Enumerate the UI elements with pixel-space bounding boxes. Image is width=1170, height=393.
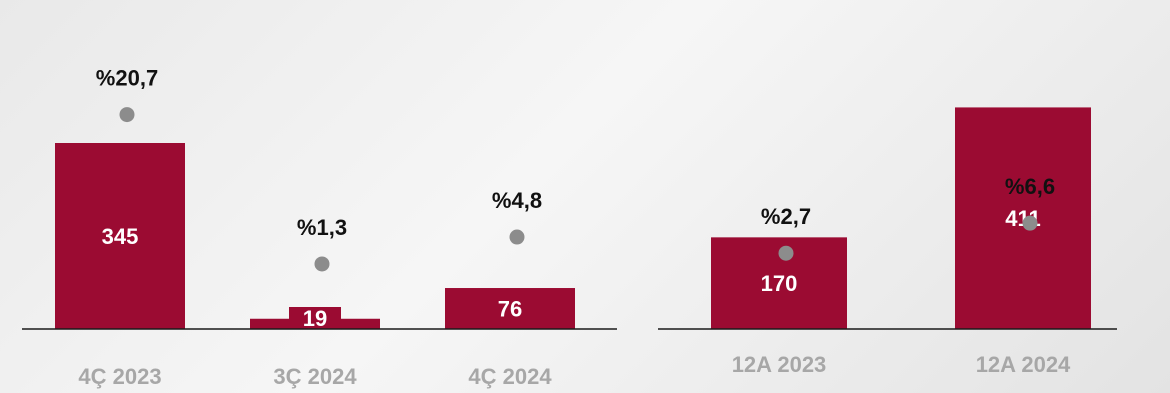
category-label: 4Ç 2024 (468, 364, 552, 389)
percent-marker (314, 256, 330, 272)
bar (445, 288, 575, 329)
category-label: 3Ç 2024 (273, 364, 357, 389)
percent-label: %6,6 (1005, 174, 1055, 199)
category-label: 12A 2023 (732, 352, 827, 377)
percent-marker (778, 245, 794, 261)
category-label: 12A 2024 (976, 352, 1071, 377)
category-label: 4Ç 2023 (78, 364, 161, 389)
bar-label-box (289, 307, 341, 329)
percent-label: %1,3 (297, 215, 347, 240)
bar (55, 143, 185, 329)
bar-value-label: 170 (761, 271, 798, 296)
bar-value-label: 19 (303, 306, 327, 331)
percent-label: %20,7 (96, 66, 158, 91)
percent-marker (1022, 215, 1038, 231)
bar (955, 107, 1091, 329)
percent-label: %2,7 (761, 204, 811, 229)
percent-marker (509, 229, 525, 245)
bar-value-label: 76 (498, 297, 522, 322)
percent-marker (119, 107, 135, 123)
bar-value-label: 345 (102, 224, 139, 249)
percent-label: %4,8 (492, 188, 542, 213)
